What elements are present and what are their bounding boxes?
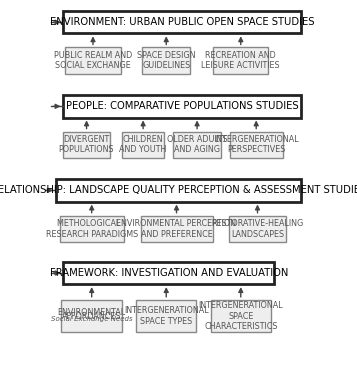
Text: RECREATION AND
LEISURE ACTIVITIES: RECREATION AND LEISURE ACTIVITIES <box>201 51 280 70</box>
FancyBboxPatch shape <box>141 215 212 242</box>
FancyBboxPatch shape <box>173 131 221 158</box>
FancyBboxPatch shape <box>65 48 121 74</box>
Text: INTERGENERATIONAL
SPACE TYPES: INTERGENERATIONAL SPACE TYPES <box>124 306 208 326</box>
FancyBboxPatch shape <box>122 131 164 158</box>
FancyBboxPatch shape <box>142 48 190 74</box>
Text: DIVERGENT
POPULATIONS: DIVERGENT POPULATIONS <box>59 135 114 155</box>
FancyBboxPatch shape <box>63 131 110 158</box>
FancyBboxPatch shape <box>64 95 301 117</box>
Text: RESTORATIVE-HEALING
LANDSCAPES: RESTORATIVE-HEALING LANDSCAPES <box>211 219 303 239</box>
FancyBboxPatch shape <box>213 48 268 74</box>
Text: OLDER ADULTS
AND AGING: OLDER ADULTS AND AGING <box>167 135 227 155</box>
FancyBboxPatch shape <box>64 262 274 284</box>
FancyBboxPatch shape <box>136 300 196 332</box>
Text: SPACE DESIGN
GUIDELINES: SPACE DESIGN GUIDELINES <box>137 51 196 70</box>
Text: FRAMEWORK: INVESTIGATION AND EVALUATION: FRAMEWORK: INVESTIGATION AND EVALUATION <box>50 268 288 278</box>
Text: INTERGENERATIONAL
PERSPECTIVES: INTERGENERATIONAL PERSPECTIVES <box>214 135 298 155</box>
FancyBboxPatch shape <box>228 215 286 242</box>
FancyBboxPatch shape <box>230 131 282 158</box>
Text: PEOPLE: COMPARATIVE POPULATIONS STUDIES: PEOPLE: COMPARATIVE POPULATIONS STUDIES <box>66 101 298 111</box>
Text: PUBLIC REALM AND
SOCIAL EXCHANGE: PUBLIC REALM AND SOCIAL EXCHANGE <box>54 51 132 70</box>
FancyBboxPatch shape <box>56 179 301 201</box>
Text: AFFORDANCES: AFFORDANCES <box>62 312 121 321</box>
Text: INTERGENERATIONAL
SPACE
CHARACTERISTICS: INTERGENERATIONAL SPACE CHARACTERISTICS <box>198 301 283 331</box>
Text: METHOLOGICAL -
RESEARCH PARADIGMS: METHOLOGICAL - RESEARCH PARADIGMS <box>46 219 138 239</box>
Text: RELATIONSHIP: LANDSCAPE QUALITY PERCEPTION & ASSESSMENT STUDIES: RELATIONSHIP: LANDSCAPE QUALITY PERCEPTI… <box>0 185 357 196</box>
Text: CHILDREN
AND YOUTH: CHILDREN AND YOUTH <box>120 135 167 155</box>
Text: ENVIRONMENT: URBAN PUBLIC OPEN SPACE STUDIES: ENVIRONMENT: URBAN PUBLIC OPEN SPACE STU… <box>50 17 315 27</box>
FancyBboxPatch shape <box>61 300 122 332</box>
Text: ENVIRONMENTAL: ENVIRONMENTAL <box>57 308 126 317</box>
Text: ENVIRONMENTAL PERCEPTION
AND PREFERENCE: ENVIRONMENTAL PERCEPTION AND PREFERENCE <box>116 219 237 239</box>
FancyBboxPatch shape <box>60 215 124 242</box>
FancyBboxPatch shape <box>64 11 301 34</box>
FancyBboxPatch shape <box>211 300 271 332</box>
Text: Social Exchange Needs: Social Exchange Needs <box>51 316 132 323</box>
